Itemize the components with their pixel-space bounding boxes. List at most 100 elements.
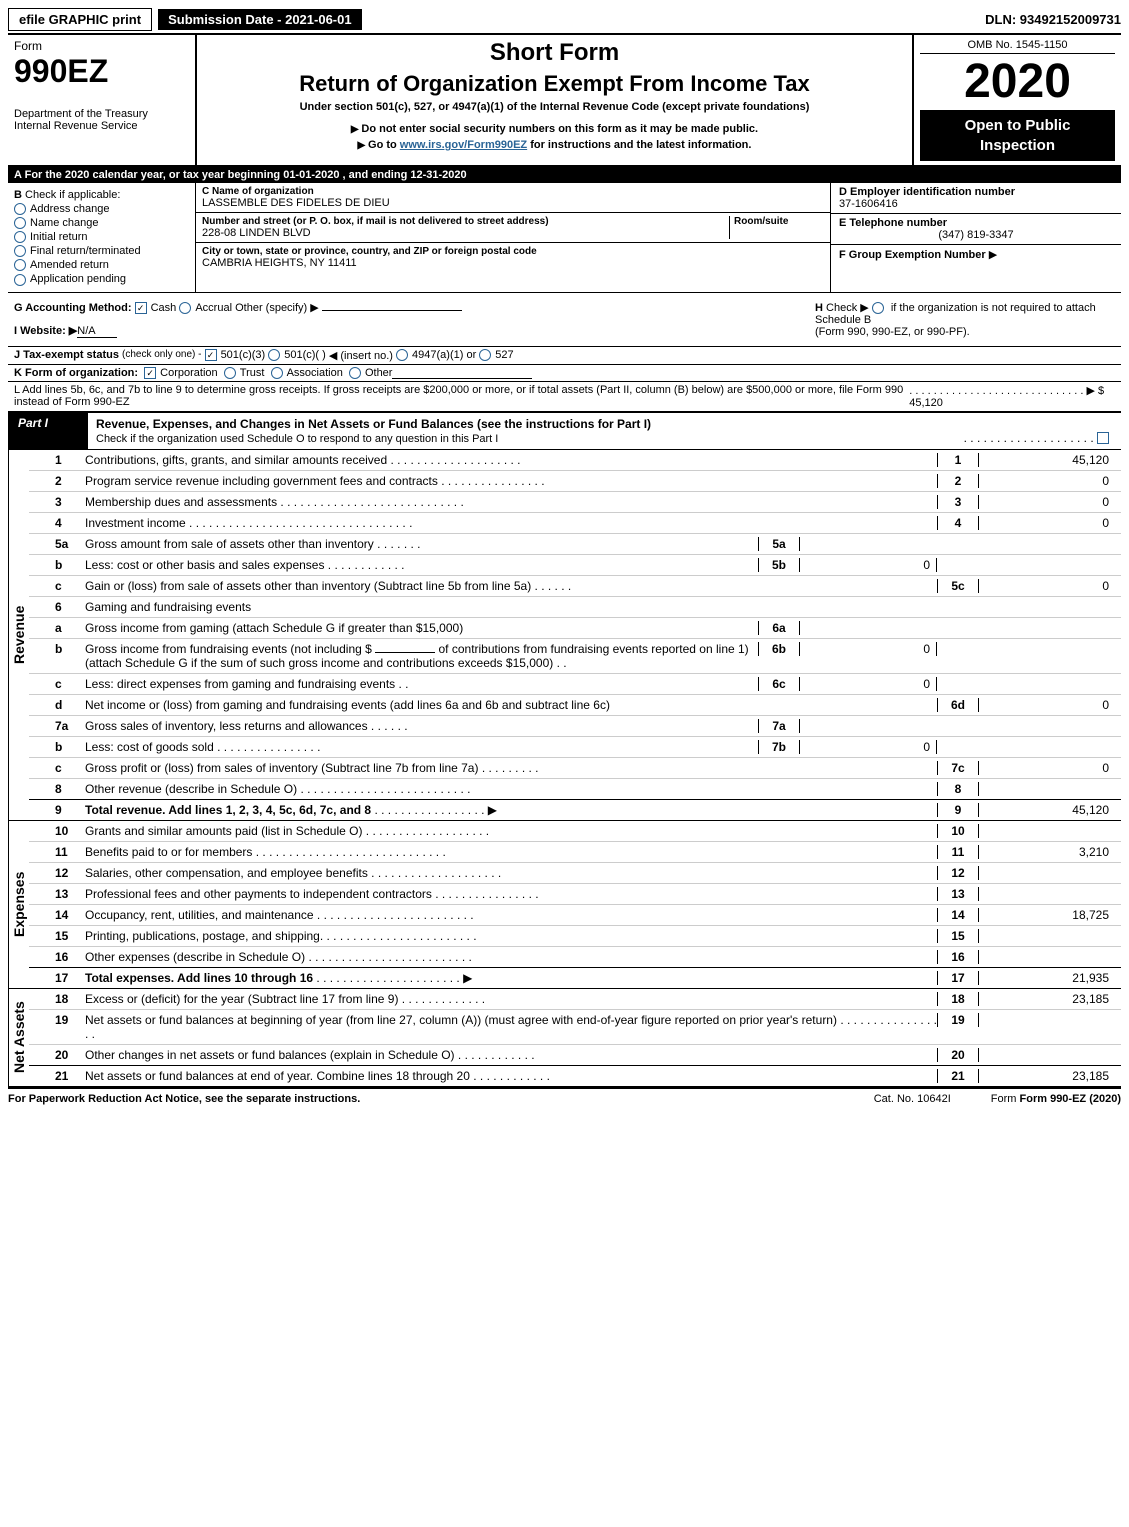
l21-num: 21 [35, 1069, 85, 1083]
page-footer: For Paperwork Reduction Act Notice, see … [8, 1087, 1121, 1105]
l3-box: 3 [937, 495, 979, 509]
d-label: D Employer identification number [839, 186, 1113, 198]
j-501c3-check[interactable] [205, 349, 217, 361]
netassets-lines: 18Excess or (deficit) for the year (Subt… [29, 989, 1121, 1086]
l7c-box: 7c [937, 761, 979, 775]
l7c-amt: 0 [979, 761, 1115, 775]
l6a-desc: Gross income from gaming (attach Schedul… [85, 621, 758, 635]
k-assoc-radio[interactable] [271, 367, 283, 379]
l-amt: $ 45,120 [909, 385, 1104, 409]
dln-text: DLN: 93492152009731 [985, 12, 1121, 27]
l7b-num: b [35, 740, 85, 754]
j-o1: 501(c)(3) [221, 349, 266, 362]
subtitle: Under section 501(c), 527, or 4947(a)(1)… [207, 101, 902, 113]
l4-amt: 0 [979, 516, 1115, 530]
form-label: Form [14, 39, 189, 53]
g-other: Other (specify) ▶ [235, 302, 319, 314]
l18-num: 18 [35, 992, 85, 1006]
part-1-checkbox[interactable] [1097, 432, 1109, 444]
k-corp-check[interactable] [144, 367, 156, 379]
g-other-line [322, 310, 462, 311]
j-insert: ◀ (insert no.) [329, 349, 393, 362]
l13-box: 13 [937, 887, 979, 901]
efile-print-button[interactable]: efile GRAPHIC print [8, 8, 152, 31]
j-501c-radio[interactable] [268, 349, 280, 361]
k-label: K Form of organization: [14, 367, 138, 379]
l10-num: 10 [35, 824, 85, 838]
line-j: J Tax-exempt status (check only one) - 5… [8, 347, 1121, 365]
l5a-num: 5a [35, 537, 85, 551]
addr-change-radio[interactable] [14, 203, 26, 215]
top-bar: efile GRAPHIC print Submission Date - 20… [8, 8, 1121, 35]
k-trust: Trust [240, 367, 265, 379]
phone: (347) 819-3347 [839, 229, 1113, 241]
k-other-line [392, 367, 532, 379]
l14-desc: Occupancy, rent, utilities, and maintena… [85, 908, 937, 922]
opt-initial: Initial return [30, 231, 87, 243]
l13-num: 13 [35, 887, 85, 901]
opt-addr-change: Address change [30, 203, 110, 215]
l19-num: 19 [35, 1013, 85, 1027]
app-pending-radio[interactable] [14, 274, 26, 286]
netassets-vert-label: Net Assets [8, 989, 29, 1086]
k-other-radio[interactable] [349, 367, 361, 379]
l5b-num: b [35, 558, 85, 572]
l14-num: 14 [35, 908, 85, 922]
note-goto: Go to www.irs.gov/Form990EZ for instruct… [207, 139, 902, 151]
l9-desc: Total revenue. Add lines 1, 2, 3, 4, 5c,… [85, 803, 937, 817]
l5c-desc: Gain or (loss) from sale of assets other… [85, 579, 937, 593]
l11-amt: 3,210 [979, 845, 1115, 859]
box-c: C Name of organization LASSEMBLE DES FID… [196, 183, 830, 292]
ein: 37-1606416 [839, 198, 1113, 210]
org-addr: 228-08 LINDEN BLVD [202, 227, 729, 239]
l5c-box: 5c [937, 579, 979, 593]
l4-box: 4 [937, 516, 979, 530]
l1-num: 1 [35, 453, 85, 467]
l7a-sub: 7a [758, 719, 800, 733]
l19-box: 19 [937, 1013, 979, 1027]
l3-num: 3 [35, 495, 85, 509]
box-b: B Check if applicable: Address change Na… [8, 183, 196, 292]
l21-amt: 23,185 [979, 1069, 1115, 1083]
l7b-sub: 7b [758, 740, 800, 754]
submission-date-button[interactable]: Submission Date - 2021-06-01 [158, 9, 362, 30]
l6b-samt: 0 [800, 642, 937, 656]
k-other: Other [365, 367, 393, 379]
g-accrual-radio[interactable] [179, 302, 191, 314]
name-change-radio[interactable] [14, 217, 26, 229]
l14-amt: 18,725 [979, 908, 1115, 922]
part-1-title-text: Revenue, Expenses, and Changes in Net As… [96, 417, 651, 431]
k-trust-radio[interactable] [224, 367, 236, 379]
j-4947-radio[interactable] [396, 349, 408, 361]
l18-desc: Excess or (deficit) for the year (Subtra… [85, 992, 937, 1006]
g-accrual: Accrual [195, 302, 232, 314]
l1-amt: 45,120 [979, 453, 1115, 467]
l1-desc: Contributions, gifts, grants, and simila… [85, 453, 937, 467]
initial-return-radio[interactable] [14, 231, 26, 243]
l6d-box: 6d [937, 698, 979, 712]
l6d-num: d [35, 698, 85, 712]
g-cash-check[interactable] [135, 302, 147, 314]
h-form: (Form 990, 990-EZ, or 990-PF). [815, 326, 970, 338]
irs-link[interactable]: www.irs.gov/Form990EZ [400, 139, 527, 151]
final-return-radio[interactable] [14, 245, 26, 257]
l9-num: 9 [35, 803, 85, 817]
footer-right: Form Form 990-EZ (2020) [991, 1093, 1121, 1105]
boxes-def: D Employer identification number 37-1606… [830, 183, 1121, 292]
goto-post: for instructions and the latest informat… [527, 139, 751, 151]
box-b-label: Check if applicable: [25, 189, 120, 201]
j-o4: 527 [495, 349, 513, 362]
goto-pre: Go to [358, 139, 400, 151]
l20-desc: Other changes in net assets or fund bala… [85, 1048, 937, 1062]
l6b-num: b [35, 642, 85, 656]
h-radio[interactable] [872, 302, 884, 314]
form-number: 990EZ [14, 53, 189, 90]
j-527-radio[interactable] [479, 349, 491, 361]
main-title: Return of Organization Exempt From Incom… [207, 71, 902, 97]
k-assoc: Association [287, 367, 343, 379]
l8-desc: Other revenue (describe in Schedule O) .… [85, 782, 937, 796]
line-k: K Form of organization: Corporation Trus… [8, 365, 1121, 382]
part-1-header: Part I Revenue, Expenses, and Changes in… [8, 412, 1121, 449]
l11-box: 11 [937, 845, 979, 859]
amended-return-radio[interactable] [14, 259, 26, 271]
